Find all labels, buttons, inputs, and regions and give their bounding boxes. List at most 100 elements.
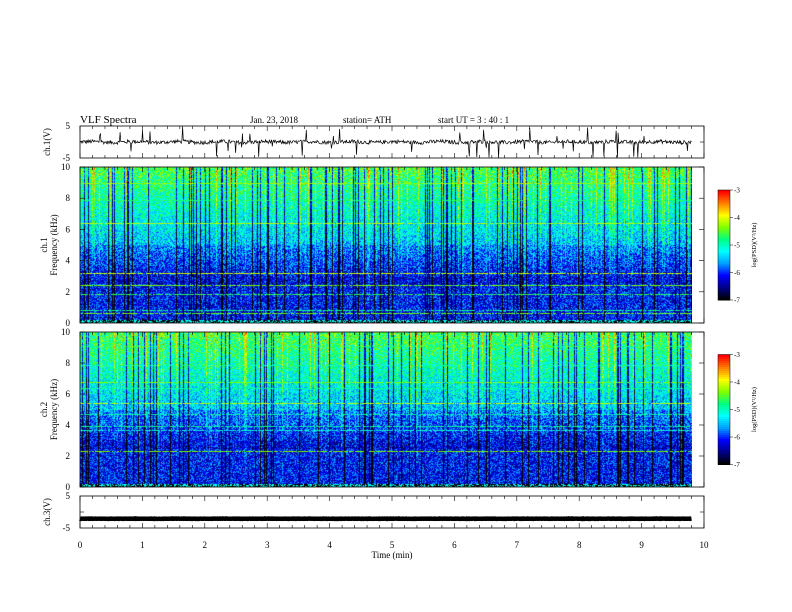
y-tick-label: 6 [66, 224, 71, 234]
colorbar-cell [718, 266, 730, 269]
colorbar-cell [718, 456, 730, 459]
colorbar-cell [718, 264, 730, 267]
colorbar-tick-label: -3 [734, 351, 740, 359]
y-axis-label: ch.1(V) [42, 128, 52, 156]
spectrogram-image [80, 167, 692, 323]
colorbar-cell [718, 396, 730, 399]
colorbar-tick-label: -5 [734, 242, 740, 250]
y-tick-label: 2 [66, 287, 71, 297]
colorbar-cell [718, 240, 730, 243]
colorbar-cell [718, 442, 730, 445]
colorbar-cell [718, 238, 730, 241]
colorbar-cell [718, 262, 730, 265]
colorbar-cell [718, 244, 730, 247]
date-label: Jan. 23, 2018 [250, 115, 298, 125]
colorbar-cell [718, 288, 730, 291]
y-tick-label: 2 [66, 451, 71, 461]
colorbar-cell [718, 222, 730, 225]
colorbar-cell [718, 272, 730, 275]
colorbar-cell [718, 290, 730, 293]
colorbar-cell [718, 224, 730, 227]
colorbar-cell [718, 412, 730, 415]
start-time-label: start UT = 3 : 40 : 1 [438, 115, 509, 125]
y-tick-label: -5 [63, 153, 71, 163]
colorbar-cell [718, 400, 730, 403]
colorbar-cell [718, 236, 730, 239]
y-tick-label: 10 [61, 162, 71, 172]
colorbar-cell [718, 382, 730, 385]
colorbar-cell [718, 368, 730, 371]
figure-title: VLF Spectra [80, 114, 137, 126]
x-tick-label: 5 [390, 540, 395, 550]
colorbar-cell [718, 232, 730, 235]
colorbar-cell [718, 398, 730, 401]
x-tick-label: 3 [265, 540, 270, 550]
colorbar-cell [718, 460, 730, 463]
colorbar-cell [718, 376, 730, 379]
colorbar-cell [718, 292, 730, 295]
y-tick-label: 6 [66, 389, 71, 399]
colorbar-cell [718, 234, 730, 237]
colorbar-cell [718, 438, 730, 441]
colorbar-cell [718, 192, 730, 195]
colorbar-cell [718, 432, 730, 435]
colorbar-cell [718, 448, 730, 451]
colorbar-cell [718, 406, 730, 409]
colorbar-cell [718, 230, 730, 233]
colorbar-cell [718, 204, 730, 207]
colorbar-cell [718, 422, 730, 425]
y-axis-label: ch.1Frequency (kHz) [39, 214, 59, 275]
colorbar-cell [718, 434, 730, 437]
colorbar-tick-label: -4 [734, 379, 740, 387]
colorbar-cell [718, 380, 730, 383]
colorbar-cell [718, 404, 730, 407]
colorbar-cell [718, 194, 730, 197]
time-axis: Time (min) 0 1 2 3 4 5 6 7 8 9 10 [78, 540, 709, 560]
colorbar-tick-label: -3 [734, 187, 740, 195]
colorbar-cell [718, 450, 730, 453]
colorbar-cell [718, 452, 730, 455]
colorbar-cell [718, 208, 730, 211]
x-tick-label: 2 [203, 540, 208, 550]
colorbar-cell [718, 444, 730, 447]
x-tick-label: 7 [515, 540, 520, 550]
colorbar-cell [718, 242, 730, 245]
spectrogram-image [80, 332, 692, 487]
colorbar-cell [718, 202, 730, 205]
colorbar-cell [718, 414, 730, 417]
colorbar-cell [718, 268, 730, 271]
colorbar-cell [718, 216, 730, 219]
x-tick-label: 6 [452, 540, 457, 550]
colorbar-cell [718, 370, 730, 373]
colorbar-cell [718, 358, 730, 361]
colorbar-cell [718, 228, 730, 231]
colorbar-cell [718, 280, 730, 283]
colorbar-cell [718, 298, 730, 301]
colorbar-cell [718, 354, 730, 357]
colorbar-tick-label: -5 [734, 406, 740, 414]
colorbar-cell [718, 408, 730, 411]
x-tick-label: 8 [577, 540, 582, 550]
colorbar-tick-label: -7 [734, 461, 740, 469]
colorbar-cell [718, 248, 730, 251]
colorbar-cell [718, 446, 730, 449]
x-tick-label: 0 [78, 540, 83, 550]
spectrogram-canvas [80, 332, 692, 487]
colorbar-cell [718, 254, 730, 257]
colorbar-tick-label: -6 [734, 269, 740, 277]
x-tick-label: 4 [327, 540, 332, 550]
colorbar-cell [718, 286, 730, 289]
colorbar-cell [718, 198, 730, 201]
colorbar-label: log(PSD)(V²/Hz) [751, 223, 758, 268]
colorbar-cell [718, 418, 730, 421]
colorbar-cell [718, 384, 730, 387]
colorbar-cell [718, 360, 730, 363]
figure-header: VLF Spectra Jan. 23, 2018 station= ATH s… [80, 114, 509, 126]
colorbar-cell [718, 210, 730, 213]
colorbar-cell [718, 462, 730, 465]
ch1-spectrogram-panel: 0 2 4 6 8 10 ch.1Frequency (kHz) [39, 162, 705, 328]
colorbar-cell [718, 388, 730, 391]
spectrogram-canvas [80, 167, 692, 323]
y-tick-label: 0 [66, 318, 71, 328]
waveform-trace [80, 126, 692, 159]
